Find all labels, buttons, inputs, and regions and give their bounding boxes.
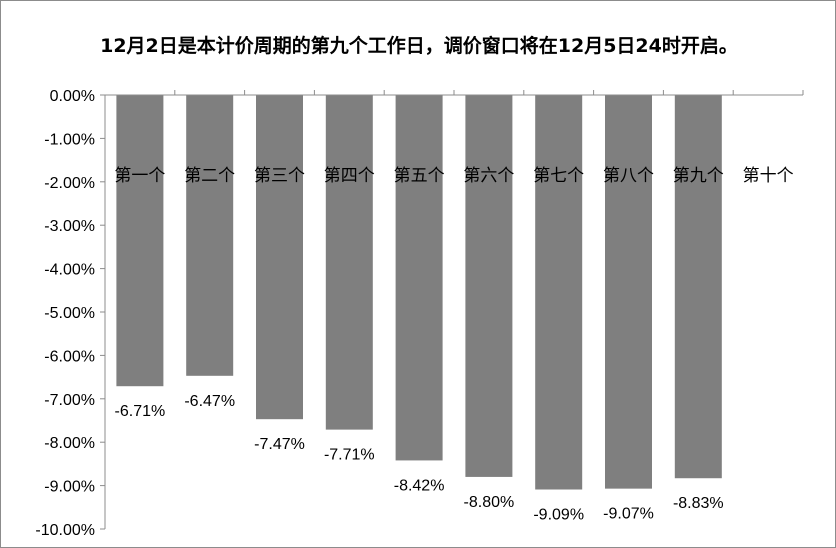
y-tick-label: 0.00% [50, 88, 95, 105]
data-label: -9.09% [533, 507, 584, 524]
x-tick-label: 第六个 [463, 166, 514, 186]
chart-title: 12月2日是本计价周期的第九个工作日，调价窗口将在12月5日24时开启。 [100, 35, 738, 57]
x-tick-label: 第四个 [324, 166, 375, 186]
y-tick-label: -3.00% [44, 218, 95, 235]
y-tick-label: -9.00% [44, 479, 95, 496]
x-tick-label: 第五个 [394, 166, 445, 186]
x-tick-label: 第十个 [743, 166, 794, 186]
bar [674, 95, 722, 479]
bar [186, 95, 234, 376]
x-tick-label: 第一个 [114, 166, 165, 186]
x-tick-label: 第三个 [254, 166, 305, 186]
data-label: -7.47% [254, 436, 305, 453]
y-tick-label: -5.00% [44, 305, 95, 322]
data-label: -7.71% [324, 447, 375, 464]
bar [605, 95, 652, 489]
y-tick-label: -7.00% [44, 392, 95, 409]
data-label: -8.80% [464, 494, 515, 511]
x-tick-label: 第二个 [184, 166, 235, 186]
y-tick-label: -4.00% [44, 262, 95, 279]
bar [465, 95, 513, 477]
y-tick-label: -10.00% [35, 522, 95, 539]
bar [116, 95, 164, 387]
bar [395, 95, 443, 461]
data-label: -8.42% [394, 477, 445, 494]
bar [325, 95, 373, 430]
data-label: -6.71% [115, 403, 166, 420]
x-tick-label: 第七个 [533, 166, 584, 186]
data-label: -8.83% [673, 495, 724, 512]
y-tick-label: -2.00% [44, 175, 95, 192]
y-tick-label: -6.00% [44, 348, 95, 365]
data-label: -6.47% [184, 393, 235, 410]
x-tick-label: 第八个 [603, 166, 654, 186]
y-tick-label: -8.00% [44, 435, 95, 452]
x-tick-label: 第九个 [673, 166, 724, 186]
bar [535, 95, 583, 490]
data-label: -9.07% [603, 506, 654, 523]
bar [256, 95, 303, 420]
y-tick-label: -1.00% [44, 131, 95, 148]
